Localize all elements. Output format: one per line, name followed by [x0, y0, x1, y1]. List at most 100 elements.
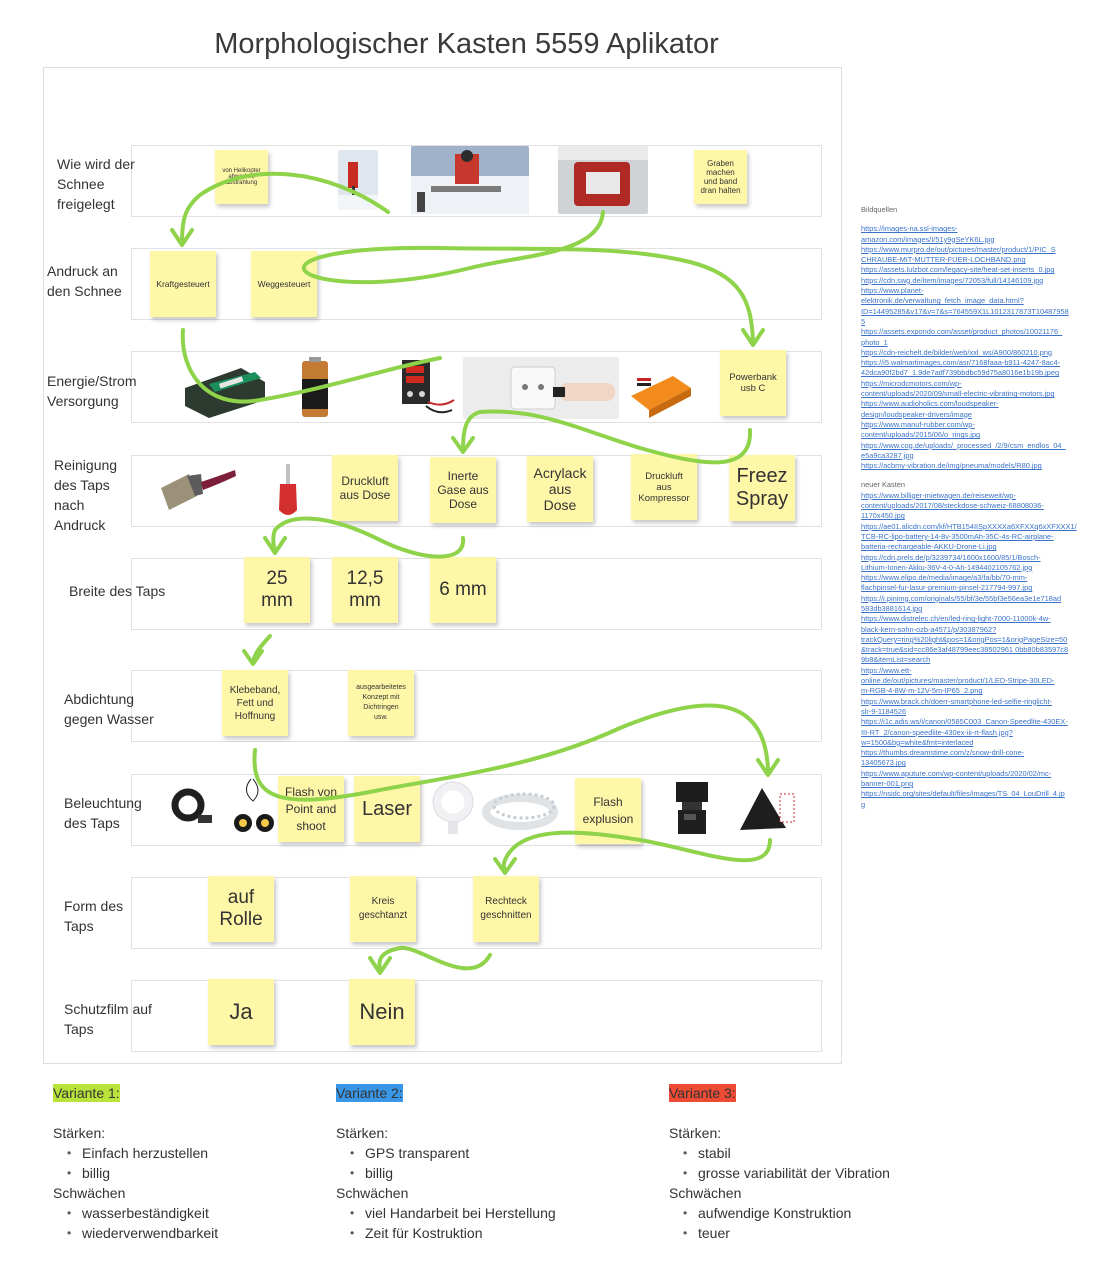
weaknesses-label: Schwächen	[53, 1185, 126, 1201]
snow-sensor-image	[558, 146, 648, 214]
source-link[interactable]: https://www.elipo.de/media/image/a3/fa/b…	[861, 573, 1033, 593]
row-label-energie: Energie/Strom Versorgung	[47, 373, 137, 409]
strength-item: billig	[350, 1163, 556, 1183]
note-freez-spray[interactable]: Freez Spray	[729, 455, 795, 521]
strengths-label: Stärken:	[669, 1125, 722, 1141]
row-label-andruck: Andruck an den Schnee	[47, 263, 122, 299]
bosch-battery-image	[181, 360, 269, 420]
note-inerte-gase[interactable]: Inerte Gase aus Dose	[430, 457, 496, 523]
weakness-item: Zeit für Kostruktion	[350, 1223, 556, 1243]
lab-power-supply-image	[398, 356, 458, 420]
note-druckluft-kompressor[interactable]: Druckluft aus Kompressor	[631, 454, 697, 520]
note-width-25mm[interactable]: 25 mm	[244, 557, 310, 623]
note-konzept-dichtringe[interactable]: ausgearbeitetes Konzept mit Dichtringen …	[348, 670, 414, 736]
weakness-item: teuer	[683, 1223, 890, 1243]
variant-tag: Variante 3:	[669, 1084, 736, 1102]
row-label-breite: Breite des Taps	[69, 583, 166, 599]
strengths-label: Stärken:	[53, 1125, 106, 1141]
weakness-item: aufwendige Konstruktion	[683, 1203, 890, 1223]
weakness-item: wasserbeständigkeit	[67, 1203, 218, 1223]
strength-item: Einfach herzustellen	[67, 1143, 218, 1163]
weakness-item: viel Handarbeit bei Herstellung	[350, 1203, 556, 1223]
sources-links-1: https://images-na.ssl-images- amazon.com…	[861, 224, 1073, 471]
source-link[interactable]: https://acbmy-vibration.de/img/pneuma/mo…	[861, 461, 1042, 471]
note-graben[interactable]: Graben machen und band dran halten	[694, 150, 747, 204]
source-link[interactable]: https://cdn.swg.de/item/images/72053/ful…	[861, 275, 1044, 285]
source-link[interactable]: https://ae01.alicdn.com/kf/HTB154IISpXXX…	[861, 521, 1077, 552]
note-schutzfilm-ja[interactable]: Ja	[208, 979, 274, 1045]
weaknesses-label: Schwächen	[669, 1185, 742, 1201]
source-link[interactable]: https://www.manuf-rubber.com/wp- content…	[861, 419, 981, 440]
swiss-socket-image	[463, 357, 619, 419]
source-link[interactable]: https://cdn.prels.de/p/3239734/1600x1600…	[861, 552, 1041, 572]
lipo-battery-image	[627, 366, 695, 418]
note-acrylack[interactable]: Acrylack aus Dose	[527, 456, 593, 522]
aputure-light-image	[736, 784, 798, 834]
source-link[interactable]: https://www.audioholics.com/loudspeaker-…	[861, 399, 999, 419]
source-link[interactable]: https://www.ett- online.de/out/pictures/…	[861, 665, 1055, 696]
note-flash-point-shoot[interactable]: Flash von Point and shoot	[278, 776, 344, 842]
source-link[interactable]: https://i1c.adis.ws/i/canon/0585C003_Can…	[861, 717, 1068, 747]
source-link[interactable]: https://www.distrelec.ch/en/led-ring-lig…	[861, 614, 1069, 665]
note-weggesteuert[interactable]: Weggesteuert	[251, 251, 317, 317]
source-link[interactable]: https://cdn-reichelt.de/bilder/web/xxl_w…	[861, 347, 1053, 357]
source-link[interactable]: https://assets.expondo.com/asset/product…	[861, 327, 1063, 347]
led-module-image	[231, 777, 277, 835]
weakness-item: wiederverwendbarkeit	[67, 1223, 218, 1243]
source-link[interactable]: https://i.pinimg.com/originals/55/bf/3e/…	[861, 593, 1062, 613]
weaknesses-label: Schwächen	[336, 1185, 409, 1201]
source-link[interactable]: https://www.planet- elektronik.de/verwal…	[861, 286, 1069, 326]
row-label-beleuchtung: Beleuchtung des Taps	[64, 795, 142, 831]
note-druckluft-dose[interactable]: Druckluft aus Dose	[332, 455, 398, 521]
note-schutzfilm-nein[interactable]: Nein	[349, 979, 415, 1045]
note-kreis-gestanzt[interactable]: Kreis geschtanzt	[350, 876, 416, 942]
source-link[interactable]: https://www.aputure.com/wp-content/uploa…	[861, 768, 1052, 789]
strength-item: billig	[67, 1163, 218, 1183]
air-blower-image	[275, 462, 301, 522]
source-link[interactable]: https://microdcmotors.com/wp- content/up…	[861, 378, 1055, 399]
source-link[interactable]: https://assets.lulzbot.com/legacy-site/h…	[861, 265, 1055, 275]
variant-tag: Variante 2:	[336, 1084, 403, 1102]
source-link[interactable]: https://www.murpro.de/out/pictures/maste…	[861, 244, 1056, 265]
snow-drill-image	[411, 146, 529, 214]
sources-links-2: https://www.billiger-mietwagen.de/reisew…	[861, 490, 1077, 810]
speedlite-flash-image	[668, 780, 716, 836]
note-auf-rolle[interactable]: auf Rolle	[208, 876, 274, 942]
variant-3: Variante 3: Stärken: stabil grosse varia…	[669, 1083, 890, 1243]
page-title: Morphologischer Kasten 5559 Aplikator	[214, 28, 719, 60]
row-label-schutzfilm: Schutzfilm auf Taps	[64, 1001, 152, 1037]
row-label-form: Form des Taps	[64, 898, 124, 934]
lithium-cell-image	[299, 357, 331, 419]
source-link[interactable]: https://images-na.ssl-images- amazon.com…	[861, 224, 995, 244]
ring-light-image	[166, 785, 216, 829]
led-stripe-image	[480, 782, 570, 834]
source-link[interactable]: https://thumbs.dreamstime.com/z/snow-dri…	[861, 748, 1025, 768]
strength-item: GPS transparent	[350, 1143, 556, 1163]
source-link[interactable]: https://www.billiger-mietwagen.de/reisew…	[861, 490, 1044, 521]
snow-probe-image	[338, 150, 378, 210]
note-flash-explusion[interactable]: Flash explusion	[575, 778, 641, 844]
variant-1: Variante 1: Stärken: Einfach herzustelle…	[53, 1083, 218, 1243]
source-link[interactable]: https://www.cog.de/uploads/_processed_/2…	[861, 440, 1066, 460]
note-powerbank[interactable]: Powerbank usb C	[720, 350, 786, 416]
row-box-andruck	[131, 248, 822, 320]
strength-item: grosse variabilität der Vibration	[683, 1163, 890, 1183]
paint-brush-image	[157, 466, 237, 516]
source-link[interactable]: https://i5.walmartimages.com/asr/7168faa…	[861, 358, 1061, 378]
row-label-freilegen: Wie wird der Schnee freigelegt	[57, 156, 135, 212]
note-width-6mm[interactable]: 6 mm	[430, 557, 496, 623]
source-link[interactable]: https://www.brack.ch/doerr-smartphone-le…	[861, 696, 1052, 716]
note-kraftgesteuert[interactable]: Kraftgesteuert	[150, 251, 216, 317]
sources-heading: Bildquellen	[861, 205, 898, 214]
image-sources-panel: Bildquellen https://images-na.ssl-images…	[861, 205, 1077, 810]
note-klebeband[interactable]: Klebeband, Fett und Hoffnung	[222, 670, 288, 736]
note-laser[interactable]: Laser	[354, 776, 420, 842]
source-link[interactable]: https://nsidc.org/sites/default/files/im…	[861, 789, 1065, 809]
note-width-12-5mm[interactable]: 12,5 mm	[332, 557, 398, 623]
note-helikopter[interactable]: von Helikopter abwerfen, abstrahlung	[215, 150, 268, 204]
variant-tag: Variante 1:	[53, 1084, 120, 1102]
note-rechteck-geschnitten[interactable]: Rechteck geschnitten	[473, 876, 539, 942]
selfie-ring-image	[428, 778, 478, 836]
row-label-reinigung: Reinigung des Taps nach Andruck	[54, 457, 118, 533]
sources-heading-new: neuer Kasten	[861, 480, 905, 490]
